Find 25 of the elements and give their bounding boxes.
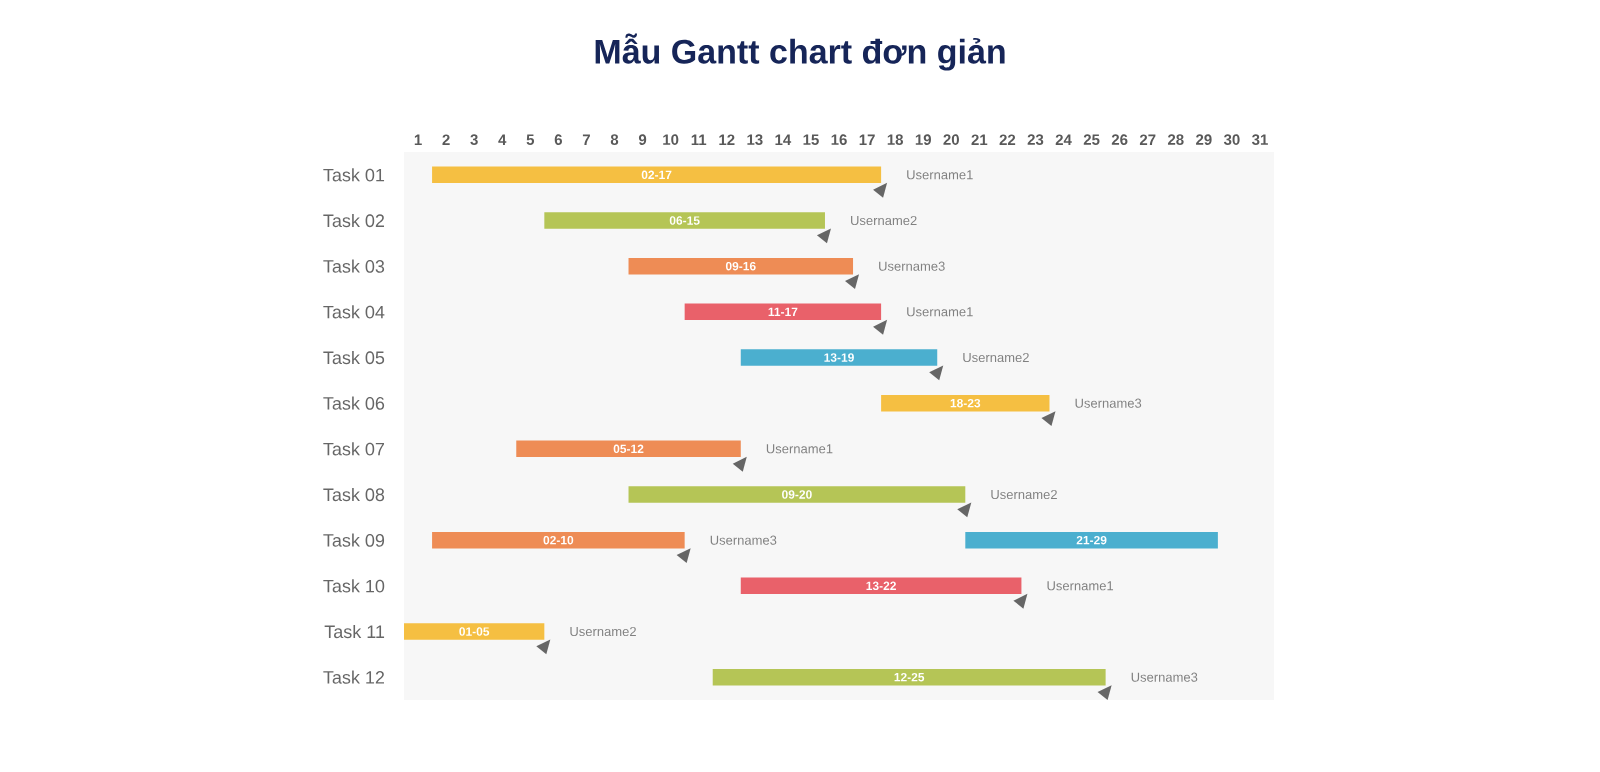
- bar: [404, 623, 545, 640]
- bar: [965, 531, 1218, 549]
- y-tick-label: Task 01: [323, 168, 385, 182]
- y-tick-label: Task 04: [323, 305, 385, 319]
- bar: [628, 486, 966, 503]
- chart-title: Mẫu Gantt chart đơn giản: [595, 33, 1005, 71]
- y-tick-label: Task 02: [323, 213, 385, 228]
- bar: [628, 257, 854, 275]
- bar: [712, 668, 1106, 686]
- y-tick-label: Task 05: [323, 350, 385, 365]
- bar: [740, 577, 1022, 595]
- y-tick-label: Task 12: [323, 670, 385, 684]
- bar: [516, 440, 741, 458]
- y-tick-label: Task 09: [323, 533, 385, 547]
- bar: [432, 531, 685, 549]
- y-tick-label: Task 08: [323, 487, 385, 502]
- bar: [684, 303, 882, 321]
- bar: [881, 394, 1050, 412]
- y-tick-label: Task 10: [323, 579, 385, 593]
- y-tick-label: Task 07: [323, 442, 385, 456]
- bar: [544, 212, 825, 229]
- y-tick-label: Task 06: [323, 396, 385, 410]
- y-tick-label: Task 11: [324, 624, 385, 639]
- bar: [432, 166, 882, 184]
- y-tick-label: Task 03: [323, 259, 385, 273]
